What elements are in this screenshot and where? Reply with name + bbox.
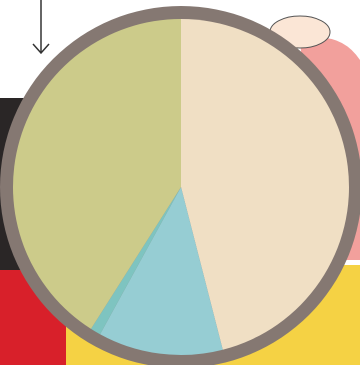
pie-slice <box>13 19 181 329</box>
pie-slice <box>100 187 223 355</box>
pie-slice <box>181 19 350 350</box>
pie <box>13 19 350 355</box>
arrow-head <box>32 43 50 55</box>
pie-slice <box>90 187 181 335</box>
